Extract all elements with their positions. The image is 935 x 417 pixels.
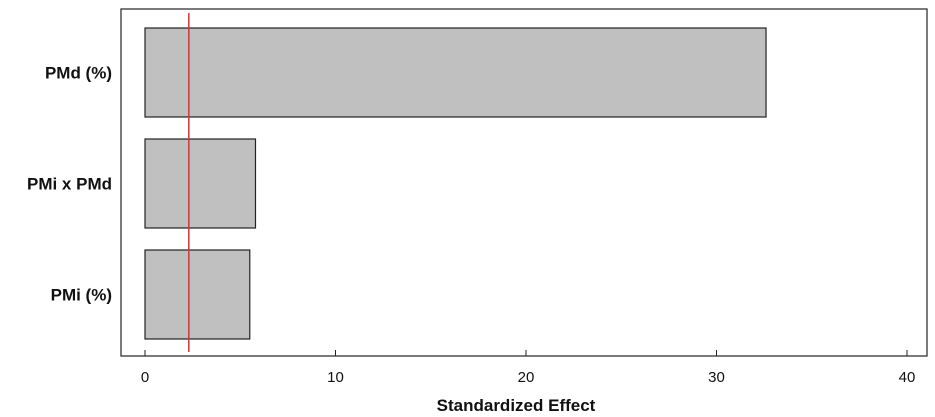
bars-group (144, 27, 767, 340)
category-label-1: PMi x PMd (27, 175, 112, 194)
category-labels: PMd (%) PMi x PMd PMi (%) (27, 64, 112, 305)
x-axis-title: Standardized Effect (437, 396, 596, 415)
x-tick-label-0: 0 (141, 369, 149, 386)
x-tick-label-2: 20 (518, 369, 535, 386)
x-tick-label-4: 40 (899, 369, 916, 386)
bar-0 (144, 27, 767, 118)
x-tick-label-3: 30 (708, 369, 725, 386)
bar-2 (144, 249, 251, 340)
x-tick-label-1: 10 (327, 369, 344, 386)
bar-1 (144, 138, 257, 229)
category-label-2: PMi (%) (51, 286, 112, 305)
x-axis-ticks: 0 10 20 30 40 (141, 350, 916, 386)
category-label-0: PMd (%) (45, 64, 112, 83)
